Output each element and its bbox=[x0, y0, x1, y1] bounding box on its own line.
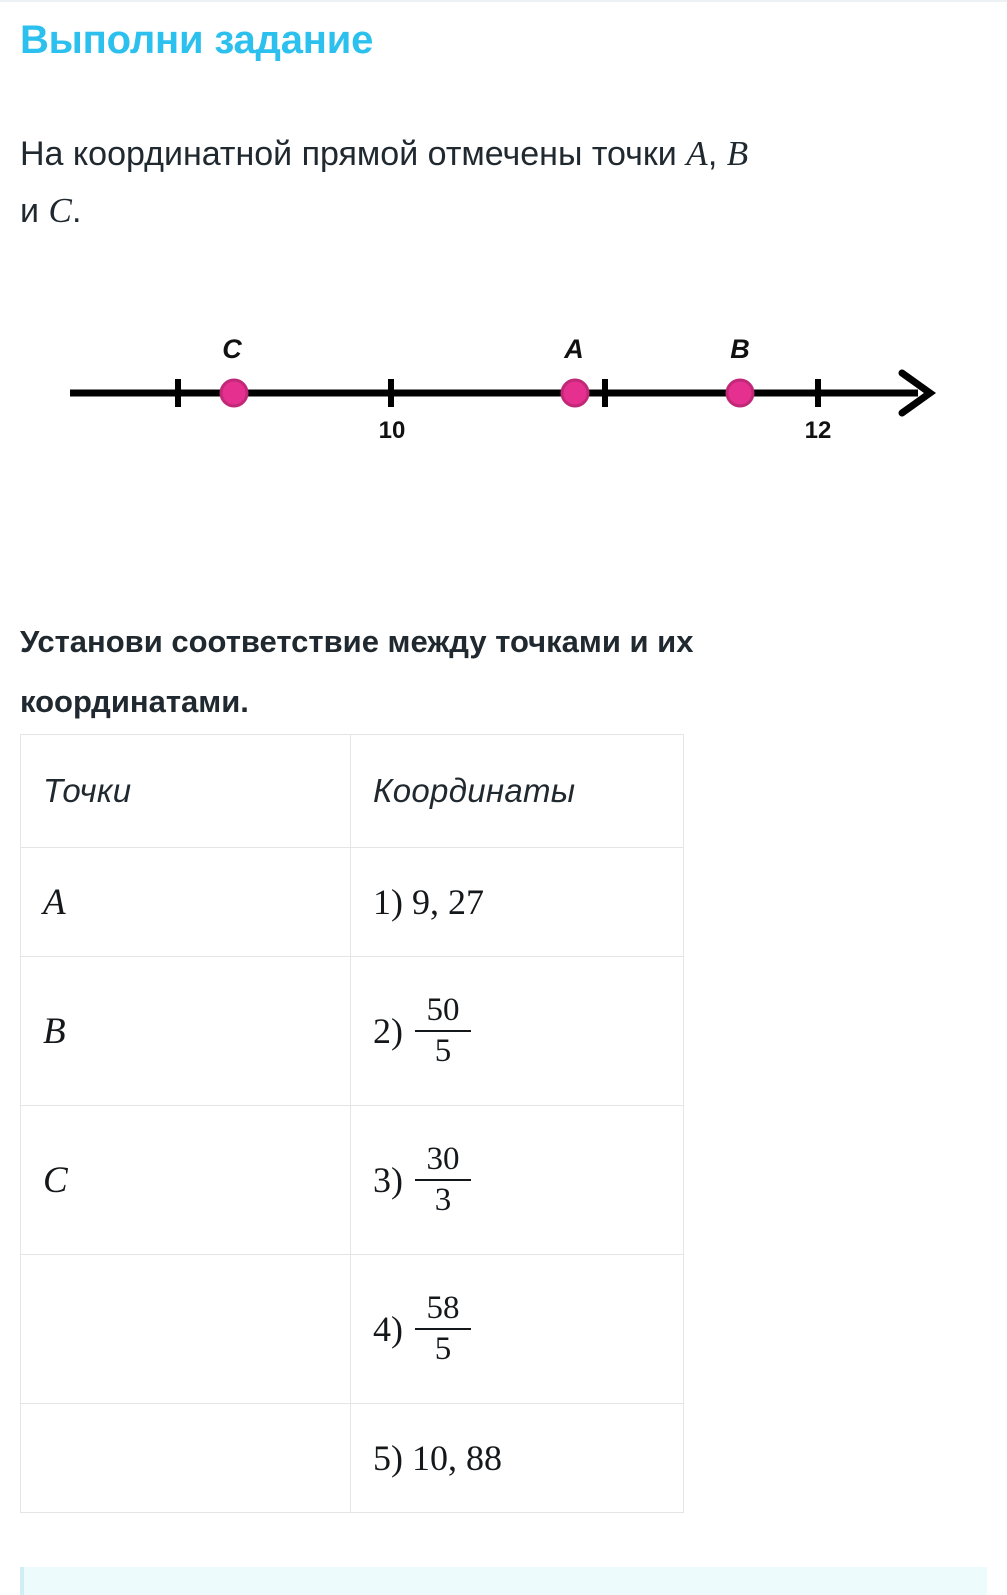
axis-tick-label-10: 10 bbox=[379, 417, 406, 444]
fraction-denominator: 3 bbox=[434, 1182, 452, 1218]
fraction-bar bbox=[415, 1179, 471, 1181]
fraction-numerator: 58 bbox=[426, 1290, 460, 1326]
point-marker-b bbox=[725, 378, 755, 408]
fraction: 30 3 bbox=[415, 1143, 471, 1217]
fraction-numerator: 30 bbox=[426, 1141, 460, 1177]
point-cell: B bbox=[20, 956, 351, 1106]
coordinate-value: 10, 88 bbox=[412, 1438, 502, 1478]
point-label-b: B bbox=[730, 334, 750, 364]
point-marker-c bbox=[219, 378, 249, 408]
point-label-c: C bbox=[222, 334, 242, 364]
fraction-numerator: 50 bbox=[426, 992, 460, 1028]
point-cell: A bbox=[20, 847, 351, 957]
axis-tick-label-12: 12 bbox=[805, 417, 832, 444]
point-cell: C bbox=[20, 1105, 351, 1255]
statement-comma: , bbox=[707, 135, 727, 173]
info-panel bbox=[20, 1567, 987, 1595]
coordinate-index: 2) bbox=[373, 1011, 403, 1051]
table-row: B 2) 50 5 bbox=[20, 956, 684, 1106]
statement-var-b: B bbox=[726, 134, 749, 173]
statement-var-a: A bbox=[686, 134, 708, 173]
fraction: 50 5 bbox=[415, 994, 471, 1068]
task-statement: На координатной прямой отмечены точки A,… bbox=[20, 126, 980, 239]
number-line-figure: C A B 10 12 bbox=[0, 300, 1007, 470]
coordinate-cell[interactable]: 5) 10, 88 bbox=[350, 1403, 684, 1513]
column-header-coordinates: Координаты bbox=[350, 734, 684, 848]
point-label-a: A bbox=[563, 334, 584, 364]
coordinate-cell[interactable]: 3) 30 3 bbox=[350, 1105, 684, 1255]
coordinate-index: 4) bbox=[373, 1309, 403, 1349]
point-cell bbox=[20, 1254, 351, 1404]
table-row: 5) 10, 88 bbox=[20, 1403, 684, 1513]
match-prompt: Установи соответствие между точками и их… bbox=[20, 624, 694, 720]
top-divider bbox=[0, 0, 1007, 2]
statement-text-1: На координатной прямой отмечены точки bbox=[20, 135, 687, 173]
page-title: Выполни задание bbox=[20, 18, 374, 62]
table-row: 4) 58 5 bbox=[20, 1254, 684, 1404]
axis-arrow-icon bbox=[898, 369, 937, 417]
coordinate-index: 5) bbox=[373, 1438, 403, 1478]
coordinate-value: 9, 27 bbox=[412, 882, 484, 922]
matching-table: Точки Координаты A 1) 9, 27 B 2) bbox=[20, 734, 684, 1513]
statement-text-2: и bbox=[20, 191, 49, 230]
fraction: 58 5 bbox=[415, 1292, 471, 1366]
fraction-bar bbox=[415, 1030, 471, 1032]
point-marker-a bbox=[560, 378, 590, 408]
table-row: A 1) 9, 27 bbox=[20, 847, 684, 957]
table-header-row: Точки Координаты bbox=[20, 734, 684, 848]
coordinate-cell[interactable]: 2) 50 5 bbox=[350, 956, 684, 1106]
fraction-denominator: 5 bbox=[434, 1331, 452, 1367]
coordinate-index: 3) bbox=[373, 1160, 403, 1200]
number-line-svg: C A B 10 12 bbox=[70, 334, 937, 444]
coordinate-cell[interactable]: 1) 9, 27 bbox=[350, 847, 684, 957]
point-cell bbox=[20, 1403, 351, 1513]
fraction-denominator: 5 bbox=[434, 1033, 452, 1069]
coordinate-index: 1) bbox=[373, 882, 403, 922]
coordinate-cell[interactable]: 4) 58 5 bbox=[350, 1254, 684, 1404]
statement-var-c: C bbox=[48, 190, 72, 230]
table-row: C 3) 30 3 bbox=[20, 1105, 684, 1255]
fraction-bar bbox=[415, 1328, 471, 1330]
statement-period: . bbox=[72, 191, 82, 230]
column-header-points: Точки bbox=[20, 734, 351, 848]
